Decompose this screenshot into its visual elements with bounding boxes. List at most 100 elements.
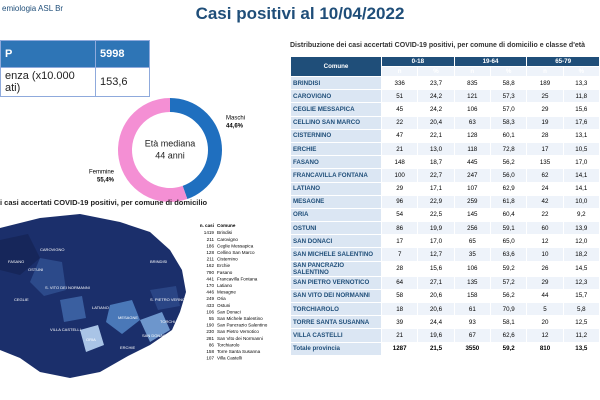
cell: 12 [526,328,564,343]
municipality [0,234,40,275]
cell: 59,1 [489,221,528,236]
map-label: S. VITO DEI NORMANNI [45,285,90,290]
cell: 14,5 [562,260,600,277]
cell: 22,5 [417,207,455,223]
legend-count: 86 [209,342,215,347]
legend-name: Mesagne [217,290,236,295]
cell: 56,2 [489,288,528,304]
table-row: MESAGNE 96 22,9 259 61,8 42 10,0 [290,194,600,209]
source: emiologia ASL Br [2,4,64,13]
summary-table: P 5998 enza (x10.000 ati) 153,6 [0,40,150,97]
row-label: CAROVIGNO [290,89,382,104]
legend-name: Cisternino [217,257,238,262]
row-label: OSTUNI [290,221,382,236]
municipality [106,300,140,334]
legend-count: 128 [206,250,214,255]
donut-segment [170,98,223,200]
legend-count: 211 [207,237,215,242]
cell: 10,5 [562,141,600,157]
legend-count: 433 [206,303,214,308]
legend-name: Cellino San Marco [217,250,255,255]
cell: 22 [526,207,564,223]
cell: 3550 [453,341,491,356]
legend-header: Comune [217,223,236,228]
cell: 18 [380,301,419,317]
cell: 107 [453,181,491,196]
table-row: SAN DONACI 17 17,0 65 65,0 12 12,0 [290,234,600,249]
map-label: CAROVIGNO [40,247,64,252]
legend-count: 186 [206,243,214,248]
cell: 17,1 [417,181,455,196]
legend-count: 190 [206,323,214,328]
legend-name: Ostuni [217,303,230,308]
row-label: TORRE SANTA SUSANNA [290,315,382,330]
cell: 19,9 [417,221,455,236]
cell: 25 [526,89,564,104]
cell: 35 [453,247,491,262]
cell: 21 [380,141,419,157]
cell: 42 [526,194,564,209]
cell: 58 [380,288,419,304]
cell: 64 [380,275,419,290]
column-group: 19-64 [453,56,528,67]
cell: 336 [380,75,419,91]
map-label: ORIA [86,337,96,342]
cell: 62,9 [489,181,528,196]
municipality [80,325,104,352]
table-row: TORRE SANTA SUSANNA 39 24,4 93 58,1 20 12,5 [290,315,600,330]
donut-center: Età mediana [145,138,196,148]
cell: 56,0 [489,168,528,183]
cell: 12,7 [417,247,455,262]
map-label: TORCHIAROLO [160,319,189,324]
map-label: ERCHIE [120,345,135,350]
donut-name: Maschi [226,116,245,122]
table-row: ERCHIE 21 13,0 118 72,8 17 10,5 [290,141,600,157]
legend-count: 170 [206,283,214,288]
cell: 62,6 [489,328,528,343]
legend-name: Latiano [217,283,233,288]
cell: 39 [380,315,419,330]
table-row: SAN VITO DEI NORMANNI 58 20,6 158 56,2 44 15,7 [290,288,600,304]
cell: 63,6 [489,247,528,262]
cell: 26 [526,260,564,277]
cell: 24,4 [417,315,455,330]
cell: 62 [526,168,564,183]
donut-name: Femmine [89,170,115,176]
legend-count: 249 [206,296,214,301]
legend-name: Torchiarolo [217,342,240,347]
legend-name: San Pietro Vernotico [217,329,259,334]
cell: 21 [380,328,419,343]
summary-label: enza (x10.000 ati) [0,67,96,97]
legend-name: San Donaci [217,309,241,314]
legend-name: Villa Castelli [217,356,242,361]
cell: 7 [380,247,419,262]
cell: 189 [526,75,564,91]
municipality [140,312,170,342]
cell: 835 [453,75,491,91]
donut-label: 44,6% [226,124,244,130]
column-subheader: n [453,66,491,77]
cell: 11,2 [562,328,600,343]
cell: 247 [453,168,491,183]
cell: 29 [380,181,419,196]
summary-row: enza (x10.000 ati) 153,6 [0,67,150,97]
row-label: CEGLIE MESSAPICA [290,102,382,117]
cell: 259 [453,194,491,209]
column-subheader: % [562,66,600,77]
cell: 70,9 [489,301,528,317]
cell: 19,6 [417,328,455,343]
table-row: SAN PIETRO VERNOTICO 64 27,1 135 57,2 29 12,3 [290,275,600,290]
cell: 51 [380,89,419,104]
map-label: LATIANO [92,305,109,310]
table-row: Totale provincia 1287 21,5 3550 59,2 810 13,5 [290,341,600,356]
cell: 20 [526,315,564,330]
title: Casi positivi al 10/04/2022 [195,4,405,23]
cell: 121 [453,89,491,104]
cell: 57,0 [489,102,528,117]
cell: 13,1 [562,128,600,143]
cell: 45 [380,102,419,117]
legend-count: 106 [206,309,214,314]
row-label: SAN DONACI [290,234,382,249]
cell: 135 [526,155,564,170]
cell: 13,0 [417,141,455,157]
